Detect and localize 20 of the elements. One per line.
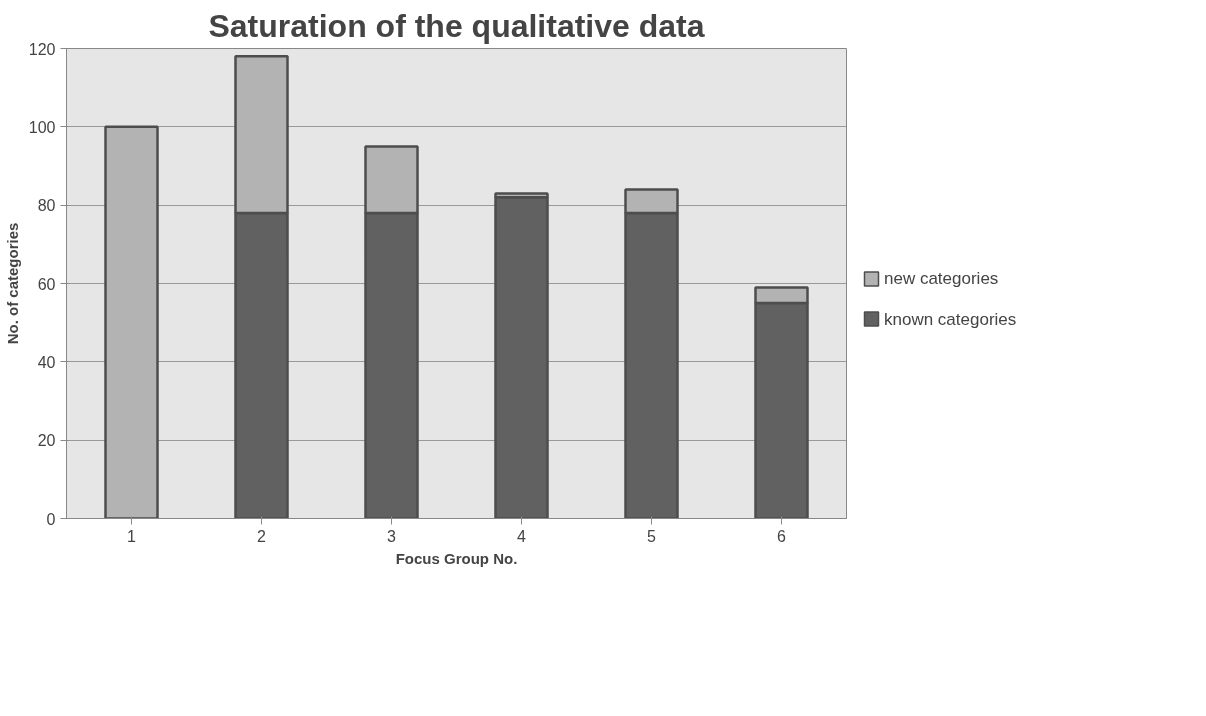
- x-tick-label: 3: [387, 527, 397, 545]
- y-tick-label: 0: [46, 510, 56, 528]
- bar: [494, 196, 549, 519]
- bar: [104, 125, 159, 519]
- legend-label: known categories: [884, 309, 1017, 329]
- chart-title: Saturation of the qualitative data: [208, 7, 705, 44]
- y-tick-label: 80: [37, 197, 56, 215]
- legend-label: new categories: [884, 269, 999, 289]
- y-tick-label: 120: [28, 40, 56, 58]
- x-tick-label: 5: [647, 527, 657, 545]
- x-tick-label: 1: [127, 527, 137, 545]
- y-tick-label: 60: [37, 275, 56, 293]
- y-tick-label: 20: [37, 432, 56, 450]
- x-tick-label: 6: [777, 527, 787, 545]
- x-tick-label: 2: [257, 527, 267, 545]
- y-tick-label: 100: [28, 118, 56, 136]
- x-axis-title: Focus Group No.: [395, 549, 518, 567]
- y-tick-label: 40: [37, 353, 56, 371]
- x-tick-label: 4: [517, 527, 527, 545]
- y-axis-title: No. of categories: [3, 222, 21, 345]
